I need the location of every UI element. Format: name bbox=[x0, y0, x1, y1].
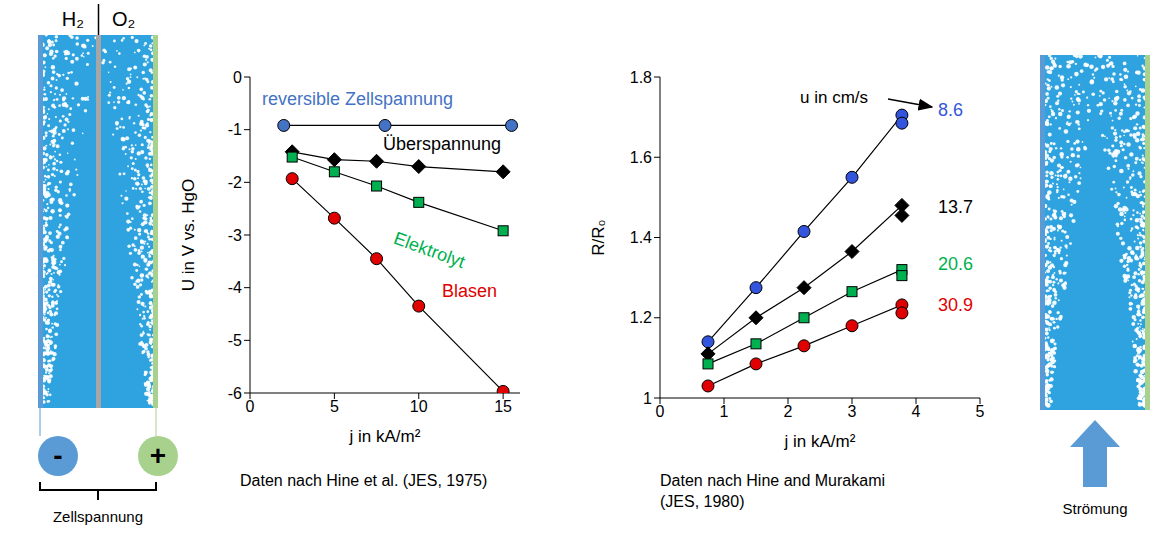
html-text:Überspannung: Überspannung bbox=[383, 134, 502, 154]
html-text:20.6: 20.6 bbox=[938, 254, 973, 274]
html-text:Blasen: Blasen bbox=[442, 281, 497, 301]
svg-text:1: 1 bbox=[643, 390, 652, 407]
html-text:reversible Zellspannung: reversible Zellspannung bbox=[262, 89, 454, 109]
svg-text:j in kA/m²: j in kA/m² bbox=[784, 432, 856, 451]
svg-text:4: 4 bbox=[912, 403, 921, 420]
svg-text:1.6: 1.6 bbox=[630, 149, 652, 166]
svg-text:5: 5 bbox=[976, 403, 985, 420]
svg-text:0: 0 bbox=[656, 403, 665, 420]
svg-text:Strömung: Strömung bbox=[1062, 500, 1127, 517]
html-text:Daten nach Hine and Murakami (: Daten nach Hine and Murakami (JES, 1980) bbox=[660, 472, 885, 510]
svg-text:3: 3 bbox=[848, 403, 857, 420]
html-text:Daten nach Hine et al. (JES, 1: Daten nach Hine et al. (JES, 1975) bbox=[240, 472, 488, 489]
svg-text:U in V vs. HgO: U in V vs. HgO bbox=[180, 179, 198, 291]
svg-text:Zellspannung: Zellspannung bbox=[53, 508, 143, 525]
html-text:8.6: 8.6 bbox=[938, 100, 963, 120]
svg-text:10: 10 bbox=[410, 398, 428, 415]
svg-text:2: 2 bbox=[784, 403, 793, 420]
svg-text:1.8: 1.8 bbox=[630, 69, 652, 86]
svg-text:R/R₀: R/R₀ bbox=[590, 219, 608, 255]
html-text:30.9: 30.9 bbox=[938, 295, 973, 315]
svg-text:-4: -4 bbox=[228, 279, 242, 296]
svg-text:-6: -6 bbox=[228, 385, 242, 402]
svg-text:-3: -3 bbox=[228, 227, 242, 244]
svg-text:15: 15 bbox=[494, 398, 512, 415]
svg-text:0: 0 bbox=[246, 398, 255, 415]
svg-text:0: 0 bbox=[233, 69, 242, 86]
svg-text:1.2: 1.2 bbox=[630, 309, 652, 326]
html-text:Elektrolyt: Elektrolyt bbox=[391, 228, 468, 273]
svg-text:j in kA/m²: j in kA/m² bbox=[349, 427, 421, 446]
svg-text:-5: -5 bbox=[228, 332, 242, 349]
svg-text:H₂: H₂ bbox=[62, 8, 84, 30]
svg-text:+: + bbox=[150, 440, 166, 471]
svg-text:-1: -1 bbox=[228, 121, 242, 138]
svg-text:-2: -2 bbox=[228, 174, 242, 191]
svg-text:1: 1 bbox=[720, 403, 729, 420]
svg-text:1.4: 1.4 bbox=[630, 229, 652, 246]
svg-text:O₂: O₂ bbox=[112, 8, 135, 30]
html-text:u in cm/s: u in cm/s bbox=[800, 88, 868, 107]
svg-text:5: 5 bbox=[330, 398, 339, 415]
svg-text:-: - bbox=[53, 440, 62, 471]
html-text:13.7: 13.7 bbox=[938, 197, 973, 217]
